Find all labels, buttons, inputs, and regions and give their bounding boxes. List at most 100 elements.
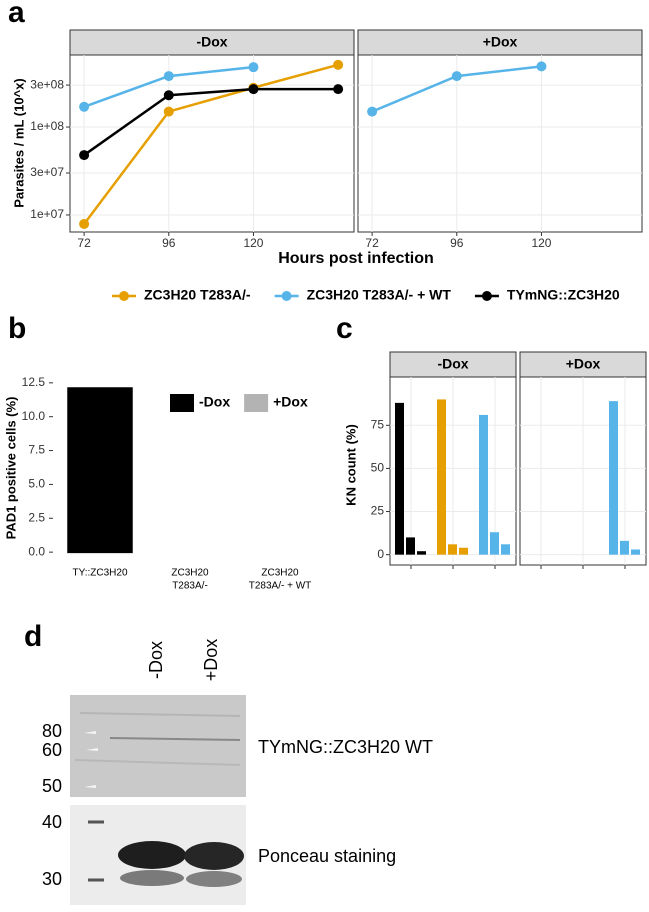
bar (459, 547, 468, 555)
bar (631, 549, 640, 555)
y-tick-label: 1e+07 (30, 207, 64, 221)
series-line (83, 87, 339, 157)
blot-streak (74, 759, 241, 766)
blot-band (109, 737, 241, 741)
bar (501, 544, 510, 555)
bar (437, 399, 446, 555)
legend-label: +Dox (273, 394, 308, 410)
y-tick-label: 3e+07 (30, 165, 64, 179)
point (248, 84, 259, 95)
y-tick-label: 2.5 (28, 510, 45, 524)
marker-label: 30 (42, 869, 62, 889)
point (163, 71, 174, 82)
marker-label: 50 (42, 776, 62, 796)
y-tick-label: 0.0 (28, 544, 45, 558)
x-tick-label: T283A/- (172, 581, 208, 592)
legend-swatch (481, 291, 492, 301)
panel-letter: d (24, 620, 42, 653)
blot-streak (79, 712, 241, 717)
bar (448, 544, 457, 555)
panel (357, 54, 643, 233)
lane-label: +Dox (201, 639, 221, 682)
blot: -Dox +Dox 80 60 50 40 30 TYmNG::ZC3H20 W… (42, 639, 433, 905)
legend-swatch (281, 291, 292, 301)
bar (406, 537, 415, 555)
point (163, 106, 174, 117)
y-axis-title: Parasites / mL (10^x) (11, 78, 26, 207)
legend-swatch (119, 291, 129, 301)
bar (490, 532, 499, 555)
lane-label: -Dox (146, 641, 166, 679)
y-tick-label: 75 (371, 417, 385, 431)
x-tick-label: 72 (77, 236, 91, 250)
legend-swatch (244, 394, 269, 412)
bar (417, 551, 426, 555)
point (367, 106, 378, 117)
panel (69, 54, 355, 233)
bar (620, 540, 629, 555)
bar (395, 402, 404, 555)
x-tick-label: 72 (365, 236, 379, 250)
y-tick-label: 7.5 (28, 443, 45, 457)
marker-label: 40 (42, 812, 62, 832)
strip-label: -Dox (437, 356, 468, 372)
point (333, 84, 344, 95)
y-tick-label: 25 (371, 504, 385, 518)
strip-label: +Dox (566, 356, 601, 372)
point (333, 59, 344, 70)
y-tick-label: 1e+08 (30, 119, 64, 133)
blot-band (120, 870, 184, 886)
blot-band (186, 871, 242, 887)
marker-label: 60 (42, 740, 62, 760)
y-tick-label: 5.0 (28, 477, 45, 491)
legend-label: ZC3H20 T283A/- + WT (307, 287, 452, 303)
strip-label: +Dox (483, 34, 518, 50)
series-line (83, 63, 339, 225)
bar (479, 414, 488, 555)
strip-label: -Dox (196, 34, 227, 50)
legend-label: TYmNG::ZC3H20 (507, 287, 620, 303)
y-tick-label: 3e+08 (30, 77, 64, 91)
blot-label: Ponceau staining (258, 846, 396, 866)
point (79, 218, 90, 229)
blot-image (70, 695, 246, 797)
x-tick-label: 96 (162, 236, 176, 250)
blot-band (184, 842, 244, 870)
blot-label: TYmNG::ZC3H20 WT (258, 737, 433, 757)
strip (69, 29, 355, 56)
y-axis-title: KN count (%) (343, 424, 358, 506)
blot-band (118, 841, 186, 869)
x-axis-title: Hours post infection (278, 250, 434, 267)
panel-letter: a (8, 0, 25, 29)
x-tick-label: 96 (450, 236, 464, 250)
y-tick-label: 10.0 (22, 409, 46, 423)
strip (389, 351, 517, 378)
point (248, 62, 259, 73)
legend-label: ZC3H20 T283A/- (144, 287, 251, 303)
bar (609, 401, 618, 555)
legend-label: -Dox (199, 394, 230, 410)
point (79, 101, 90, 112)
point (163, 90, 174, 101)
y-axis-title: PAD1 positive cells (%) (3, 397, 18, 540)
x-tick-label: ZC3H20 (261, 568, 299, 579)
x-tick-label: 120 (243, 236, 263, 250)
x-tick-label: TY::ZC3H20 (72, 568, 127, 579)
point (451, 71, 462, 82)
y-tick-label: 50 (371, 461, 385, 475)
legend-swatch (170, 394, 194, 412)
panel-letter: b (8, 312, 26, 345)
x-tick-label: ZC3H20 (171, 568, 209, 579)
point (536, 61, 547, 72)
point (79, 150, 90, 161)
strip (357, 29, 643, 56)
panel-letter: c (336, 312, 353, 345)
x-tick-label: T283A/- + WT (249, 581, 312, 592)
y-tick-label: 0 (377, 547, 384, 561)
y-tick-label: 12.5 (22, 375, 46, 389)
marker-label: 80 (42, 721, 62, 741)
strip (519, 351, 647, 378)
bar (67, 387, 133, 554)
